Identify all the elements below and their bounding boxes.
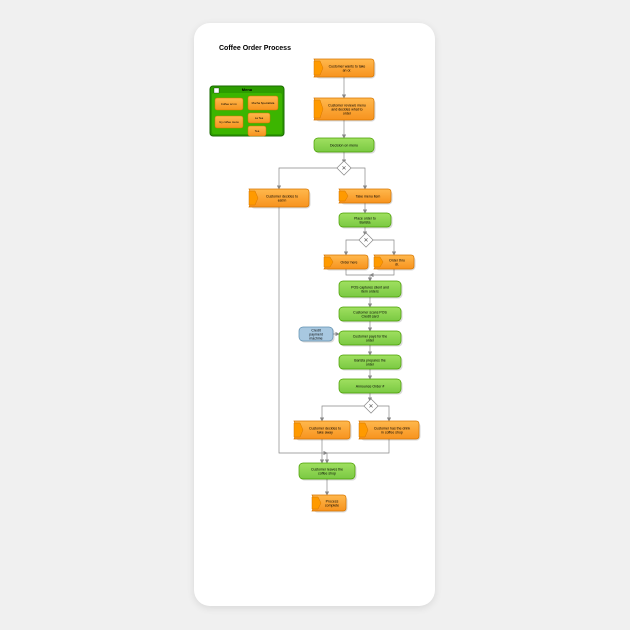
- svg-text:Mocha Specialista: Mocha Specialista: [252, 101, 275, 105]
- svg-text:Menu: Menu: [242, 87, 253, 92]
- svg-text:✕: ✕: [368, 404, 373, 410]
- svg-text:La Tea: La Tea: [255, 116, 264, 120]
- svg-text:an or.: an or.: [343, 69, 352, 73]
- svg-text:item orders: item orders: [361, 290, 379, 294]
- svg-text:Announce Order #: Announce Order #: [356, 385, 385, 389]
- svg-text:coffee shop: coffee shop: [318, 472, 336, 476]
- svg-text:Order here: Order here: [341, 261, 358, 265]
- svg-text:Icy coffee menu: Icy coffee menu: [219, 120, 239, 124]
- svg-text:Tea: Tea: [255, 129, 260, 133]
- svg-text:take away: take away: [317, 431, 333, 435]
- svg-text:Decision on menu: Decision on menu: [330, 144, 358, 148]
- svg-text:in coffee shop: in coffee shop: [381, 431, 403, 435]
- svg-text:Barista: Barista: [360, 221, 371, 225]
- svg-text:machine: machine: [309, 337, 322, 341]
- svg-text:✕: ✕: [341, 166, 346, 172]
- svg-text:Credit card: Credit card: [361, 315, 378, 319]
- svg-text:eat in: eat in: [278, 199, 287, 203]
- svg-text:order: order: [343, 112, 352, 116]
- svg-text:order: order: [366, 339, 375, 343]
- svg-text:complete: complete: [325, 504, 339, 508]
- flowchart-svg: Menu Coffee w/ mi. Mocha Specialista La Tea…: [194, 23, 435, 606]
- svg-text:Take menu item: Take menu item: [356, 195, 381, 199]
- svg-text:dr.: dr.: [395, 263, 399, 267]
- svg-text:Coffee w/ mi.: Coffee w/ mi.: [221, 102, 237, 106]
- diagram-card: Coffee Order Process MenuCoffee w/ mi.Mo…: [194, 23, 435, 606]
- svg-text:✕: ✕: [363, 238, 368, 244]
- svg-text:order: order: [366, 363, 375, 367]
